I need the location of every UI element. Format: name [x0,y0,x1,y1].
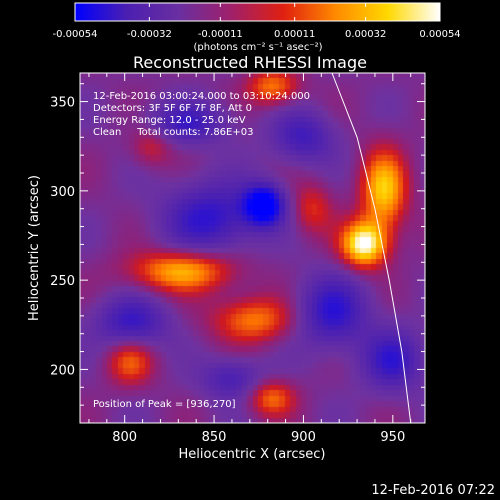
colorbar-tick-label: 0.00054 [419,29,460,40]
x-tick-label: 950 [380,430,405,445]
chart-title: Reconstructed RHESSI Image [133,53,367,72]
plot-frame [79,72,426,424]
clean-counts-text: Clean Total counts: 7.86E+03 [93,127,253,138]
y-tick-label: 200 [50,363,75,378]
y-tick-label: 300 [50,185,75,200]
time-range-text: 12-Feb-2016 03:00:24.000 to 03:10:24.000 [93,91,310,102]
peak-position-text: Position of Peak = [936,270] [93,399,236,410]
info-annotations: 12-Feb-2016 03:00:24.000 to 03:10:24.000… [93,91,310,410]
x-tick-label: 800 [112,430,137,445]
axis-ticks: 800 850 900 950 200 250 300 350 [50,73,425,445]
y-axis-title: Heliocentric Y (arcsec) [27,175,42,321]
colorbar-units: (photons cm⁻² s⁻¹ asec⁻²) [193,42,322,53]
footer-timestamp: 12-Feb-2016 07:22 [371,483,495,498]
y-tick-label: 250 [50,274,75,289]
y-tick-label: 350 [50,96,75,111]
energy-range-text: Energy Range: 12.0 - 25.0 keV [93,115,246,126]
colorbar-tick-label: 0.00011 [274,29,315,40]
colorbar-tick-label: -0.00032 [127,29,172,40]
detectors-text: Detectors: 3F 5F 6F 7F 8F, Att 0 [93,103,252,114]
x-tick-label: 900 [291,430,316,445]
heatmap-image [80,73,425,423]
solar-limb-line [331,72,412,424]
colorbar-tick-label: -0.00011 [198,29,243,40]
plot-area: 800 850 900 950 200 250 300 350 [50,72,426,445]
colorbar-gradient [74,2,441,22]
colorbar-tick-label: 0.00032 [345,29,386,40]
colorbar: -0.00054 -0.00032 -0.00011 0.00011 0.00032 0.… [53,2,461,53]
x-axis-title: Heliocentric X (arcsec) [179,447,326,462]
x-tick-label: 850 [202,430,227,445]
colorbar-tick-label: -0.00054 [53,29,98,40]
colorbar-ticks: -0.00054 -0.00032 -0.00011 0.00011 0.00032 0.… [53,3,461,40]
